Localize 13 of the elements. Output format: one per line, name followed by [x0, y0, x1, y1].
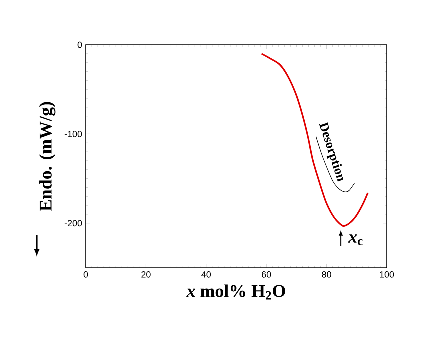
y-tick-label: 0 [78, 42, 82, 48]
y-axis-title: Endo. (mW/g) [39, 102, 56, 212]
y-tick-label: -200 [64, 220, 82, 227]
x-tick-label: 0 [84, 272, 88, 278]
x-tick-label: 20 [142, 272, 151, 278]
x-tick-label: 60 [262, 272, 272, 278]
annotation: x$_{c}$ [348, 234, 363, 246]
y-tick-label: -100 [64, 131, 82, 138]
x-axis-title: x mol% H$_{2}$O [186, 284, 286, 300]
line-series [260, 53, 369, 227]
x-tick-label: 100 [380, 272, 394, 278]
x-tick-label: 80 [322, 272, 332, 278]
x-tick-label: 40 [202, 272, 212, 278]
